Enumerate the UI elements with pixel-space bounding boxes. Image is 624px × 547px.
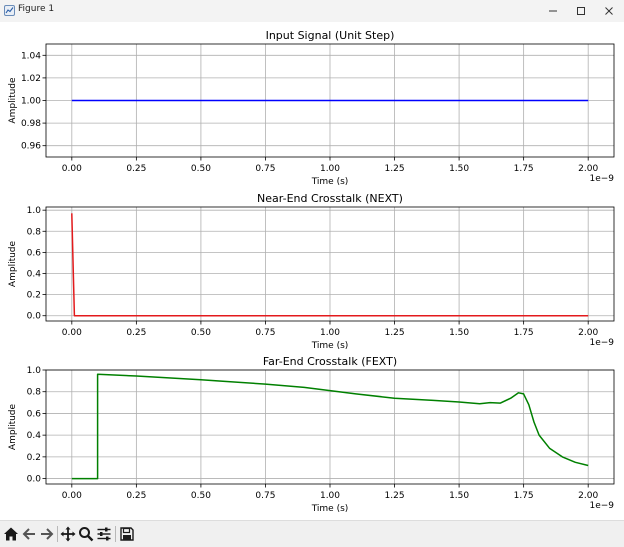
x-tick-label: 0.50 bbox=[191, 328, 211, 338]
y-tick-label: 0.8 bbox=[27, 227, 42, 237]
subplot-3: Far-End Crosstalk (FEXT) 0.00 0.25 0.50 0.75… bbox=[8, 355, 615, 514]
x-tick-label: 0.00 bbox=[62, 491, 82, 501]
subplot-1: Input Signal (Unit Step) 0.00 0.25 0.50 0.75… bbox=[8, 29, 615, 187]
navigation-toolbar bbox=[0, 520, 624, 547]
save-floppy-icon bbox=[120, 527, 134, 541]
y-tick-label: 1.02 bbox=[21, 74, 41, 84]
x-tick-label: 0.50 bbox=[191, 164, 211, 174]
app-icon bbox=[4, 5, 15, 16]
x-tick-label: 0.25 bbox=[126, 491, 146, 501]
y-tick-label: 1.0 bbox=[27, 366, 42, 376]
y-tick-label: 0.6 bbox=[27, 248, 42, 258]
configure-subplots-button[interactable] bbox=[95, 525, 113, 543]
minimize-button[interactable] bbox=[542, 2, 564, 20]
zoom-magnifier-icon bbox=[79, 527, 94, 542]
y-axis-label: Amplitude bbox=[8, 240, 18, 287]
subplot-title: Far-End Crosstalk (FEXT) bbox=[263, 355, 397, 368]
x-offset-text: 1e−9 bbox=[589, 174, 614, 184]
x-tick-label: 0.25 bbox=[126, 164, 146, 174]
y-tick-label: 0.98 bbox=[21, 119, 41, 129]
x-tick-label: 0.75 bbox=[255, 491, 275, 501]
x-tick-label: 1.00 bbox=[320, 328, 340, 338]
toolbar-separator bbox=[115, 526, 116, 542]
x-tick-label: 0.75 bbox=[255, 164, 275, 174]
x-offset-text: 1e−9 bbox=[589, 338, 614, 348]
pan-move-icon bbox=[60, 526, 76, 542]
y-tick-label: 1.00 bbox=[21, 97, 41, 107]
series-line bbox=[71, 213, 589, 317]
x-offset-text: 1e−9 bbox=[589, 501, 614, 511]
x-tick-label: 2.00 bbox=[578, 491, 598, 501]
y-tick-label: 0.2 bbox=[27, 453, 41, 463]
figure-svg: Input Signal (Unit Step) 0.00 0.25 0.50 0.75… bbox=[8, 29, 615, 514]
home-button[interactable] bbox=[2, 525, 20, 543]
axes-frame bbox=[45, 43, 615, 158]
y-axis-label: Amplitude bbox=[8, 77, 18, 124]
pan-button[interactable] bbox=[59, 525, 77, 543]
axes-frame bbox=[45, 369, 615, 485]
x-tick-label: 1.25 bbox=[385, 491, 405, 501]
back-button[interactable] bbox=[20, 525, 38, 543]
x-tick-label: 1.50 bbox=[449, 491, 469, 501]
x-tick-label: 1.75 bbox=[514, 164, 534, 174]
forward-arrow-icon bbox=[41, 528, 54, 540]
y-tick-label: 0.0 bbox=[27, 475, 42, 485]
zoom-button[interactable] bbox=[77, 525, 95, 543]
close-button[interactable] bbox=[598, 2, 620, 20]
title-bar[interactable]: Figure 1 bbox=[0, 0, 624, 23]
y-tick-label: 1.0 bbox=[27, 206, 42, 216]
x-tick-label: 0.50 bbox=[191, 491, 211, 501]
y-tick-label: 1.04 bbox=[21, 51, 41, 61]
forward-button[interactable] bbox=[38, 525, 56, 543]
subplot-title: Near-End Crosstalk (NEXT) bbox=[257, 192, 403, 205]
y-tick-label: 0.96 bbox=[21, 142, 41, 152]
x-tick-label: 2.00 bbox=[578, 164, 598, 174]
home-icon bbox=[4, 527, 18, 541]
x-tick-label: 1.50 bbox=[449, 328, 469, 338]
y-tick-label: 0.2 bbox=[27, 291, 41, 301]
x-tick-label: 1.75 bbox=[514, 328, 534, 338]
x-tick-label: 1.25 bbox=[385, 328, 405, 338]
maximize-button[interactable] bbox=[570, 2, 592, 20]
axes-frame bbox=[45, 206, 615, 322]
minimize-icon bbox=[549, 10, 557, 12]
y-tick-label: 0.8 bbox=[27, 388, 42, 398]
x-tick-label: 1.00 bbox=[320, 164, 340, 174]
x-tick-label: 1.00 bbox=[320, 491, 340, 501]
x-tick-label: 0.75 bbox=[255, 328, 275, 338]
back-arrow-icon bbox=[22, 528, 35, 540]
x-axis-label: Time (s) bbox=[311, 177, 349, 187]
subplot-2: Near-End Crosstalk (NEXT) 0.00 0.25 0.50 0.7… bbox=[8, 192, 615, 351]
x-tick-label: 1.75 bbox=[514, 491, 534, 501]
y-tick-label: 0.4 bbox=[27, 270, 42, 280]
subplot-title: Input Signal (Unit Step) bbox=[266, 29, 395, 42]
x-axis-label: Time (s) bbox=[311, 341, 349, 351]
x-tick-label: 0.25 bbox=[126, 328, 146, 338]
window-title: Figure 1 bbox=[18, 4, 55, 14]
configure-subplots-icon bbox=[97, 527, 111, 541]
save-button[interactable] bbox=[118, 525, 136, 543]
x-tick-label: 1.50 bbox=[449, 164, 469, 174]
toolbar-separator bbox=[57, 526, 58, 542]
maximize-icon bbox=[577, 7, 585, 15]
series-line bbox=[71, 373, 589, 480]
close-icon bbox=[605, 7, 613, 15]
x-tick-label: 2.00 bbox=[578, 328, 598, 338]
y-tick-label: 0.6 bbox=[27, 409, 42, 419]
x-tick-label: 0.00 bbox=[62, 328, 82, 338]
y-tick-label: 0.0 bbox=[27, 312, 42, 322]
x-tick-label: 0.00 bbox=[62, 164, 82, 174]
figure-canvas[interactable]: Input Signal (Unit Step) 0.00 0.25 0.50 0.75… bbox=[0, 22, 624, 520]
x-tick-label: 1.25 bbox=[385, 164, 405, 174]
x-axis-label: Time (s) bbox=[311, 504, 349, 514]
y-tick-label: 0.4 bbox=[27, 431, 42, 441]
y-axis-label: Amplitude bbox=[8, 403, 18, 450]
